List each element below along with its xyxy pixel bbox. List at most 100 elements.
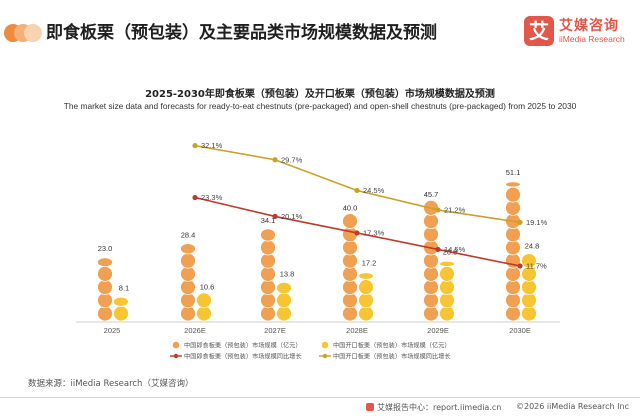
bar-mark-series1 — [505, 279, 521, 296]
bar-mark-series1 — [180, 292, 196, 309]
bar-mark-series1 — [180, 243, 196, 255]
bar-mark-series2 — [113, 305, 129, 322]
rate-label: 11.7% — [526, 261, 547, 270]
rate-label: 19.1% — [526, 218, 548, 227]
bar-mark-series1 — [180, 305, 196, 322]
bar-mark-series1 — [342, 239, 358, 256]
bar-mark-series1 — [180, 265, 196, 282]
x-tick-label: 2029E — [427, 326, 449, 335]
bar-mark-series2 — [276, 281, 292, 295]
bar-value-label: 34.1 — [261, 216, 276, 225]
bar-value-label: 45.7 — [424, 190, 439, 199]
line-point — [354, 230, 360, 236]
bar-mark-series2 — [196, 292, 212, 309]
bar-mark-series1 — [97, 305, 113, 322]
bar-value-label: 23.0 — [98, 244, 113, 253]
rate-label: 21.2% — [444, 205, 466, 214]
legend-label: 中国即食板栗（预包装）市场规模同比增长 — [184, 352, 302, 360]
line-point — [517, 219, 523, 225]
line-point — [272, 157, 278, 163]
line-point — [517, 263, 523, 269]
data-source: 数据来源：iiMedia Research（艾媒咨询） — [28, 379, 194, 389]
bar-mark-series1 — [505, 226, 521, 243]
rate-label: 23.3% — [201, 193, 223, 202]
bar-mark-series1 — [342, 252, 358, 269]
bar-mark-series1 — [423, 252, 439, 269]
bar-mark-series1 — [342, 213, 358, 230]
bar-mark-series2 — [358, 279, 374, 296]
footer-report-center: 艾媒报告中心：report.iimedia.cn — [366, 402, 501, 413]
legend-label: 中国即食板栗（预包装）市场规模（亿元） — [184, 341, 302, 349]
chart-title: 2025-2030年即食板栗（预包装）及开口板栗（预包装）市场规模数据及预测 — [145, 89, 495, 100]
bar-mark-series1 — [180, 279, 196, 296]
bar-mark-series2 — [521, 279, 537, 296]
line-point — [354, 187, 360, 194]
legend-swatch — [173, 353, 179, 359]
bar-mark-series1 — [342, 265, 358, 282]
bar-mark-series1 — [505, 199, 521, 216]
bar-mark-series1 — [260, 252, 276, 269]
bar-mark-series2 — [439, 265, 455, 282]
bar-mark-series2 — [276, 305, 292, 322]
footer-copyright: ©2026 iiMedia Research Inc — [516, 402, 629, 411]
logo-name-en: iiMedia Research — [559, 34, 625, 44]
bar-mark-series1 — [505, 239, 521, 256]
bar-mark-series2 — [521, 253, 537, 269]
bar-mark-series1 — [505, 292, 521, 309]
legend-swatch — [321, 341, 329, 349]
brand-logo: 艾 艾媒咨询 iiMedia Research — [524, 14, 636, 50]
bar-value-label: 28.4 — [181, 230, 196, 239]
footer-left-text: 艾媒报告中心：report.iimedia.cn — [377, 403, 502, 412]
bar-mark-series1 — [423, 305, 439, 322]
bar-mark-series2 — [439, 292, 455, 309]
chart-subtitle: The market size data and forecasts for r… — [63, 101, 577, 111]
bar-value-label-2: 24.8 — [525, 242, 540, 251]
x-tick-label: 2030E — [509, 326, 531, 335]
rate-label: 32.1% — [201, 141, 223, 150]
bar-mark-series1 — [423, 226, 439, 243]
rate-label: 17.3% — [363, 228, 385, 237]
line-point — [272, 213, 278, 220]
bar-mark-series1 — [260, 292, 276, 309]
bar-mark-series1 — [505, 265, 521, 282]
bar-mark-series2 — [439, 279, 455, 296]
line-point — [192, 194, 198, 201]
bar-mark-series1 — [423, 213, 439, 230]
bar-value-label-2: 13.8 — [280, 269, 295, 278]
legend-swatch — [172, 341, 180, 349]
x-tick-label: 2027E — [264, 326, 286, 335]
bar-mark-series2 — [439, 305, 455, 322]
bar-mark-series2 — [439, 260, 455, 267]
bar-mark-series1 — [423, 265, 439, 282]
bar-mark-series1 — [342, 292, 358, 309]
footer: 艾媒报告中心：report.iimedia.cn ©2026 iiMedia R… — [0, 400, 640, 416]
legend-label: 中国开口板栗（预包装）市场规模同比增长 — [333, 352, 451, 360]
legend-label: 中国开口板栗（预包装）市场规模（亿元） — [333, 341, 451, 349]
rate-label: 29.7% — [281, 155, 303, 164]
bar-mark-series2 — [521, 305, 537, 322]
bar-mark-series1 — [342, 305, 358, 322]
logo-name-cn: 艾媒咨询 — [559, 18, 619, 34]
bar-mark-series1 — [97, 292, 113, 309]
line-point — [435, 207, 441, 213]
bar-value-label: 51.1 — [506, 168, 521, 177]
bar-mark-series1 — [505, 186, 521, 203]
bar-mark-series2 — [358, 305, 374, 322]
bar-mark-series1 — [260, 265, 276, 282]
bar-value-label-2: 10.6 — [200, 283, 215, 292]
bar-mark-series1 — [260, 305, 276, 322]
bar-mark-series2 — [276, 292, 292, 309]
bar-mark-series1 — [423, 292, 439, 309]
bar-mark-series2 — [196, 305, 212, 322]
bar-mark-series1 — [97, 279, 113, 296]
bar-mark-series1 — [260, 279, 276, 296]
rate-label: 14.5% — [444, 245, 466, 254]
bar-mark-series2 — [358, 272, 374, 280]
bar-mark-series2 — [113, 296, 129, 307]
bar-value-label: 40.0 — [343, 203, 358, 212]
x-tick-label: 2028E — [346, 326, 368, 335]
line-point — [192, 143, 198, 149]
x-tick-label: 2025 — [104, 326, 121, 335]
bar-mark-series2 — [358, 292, 374, 309]
